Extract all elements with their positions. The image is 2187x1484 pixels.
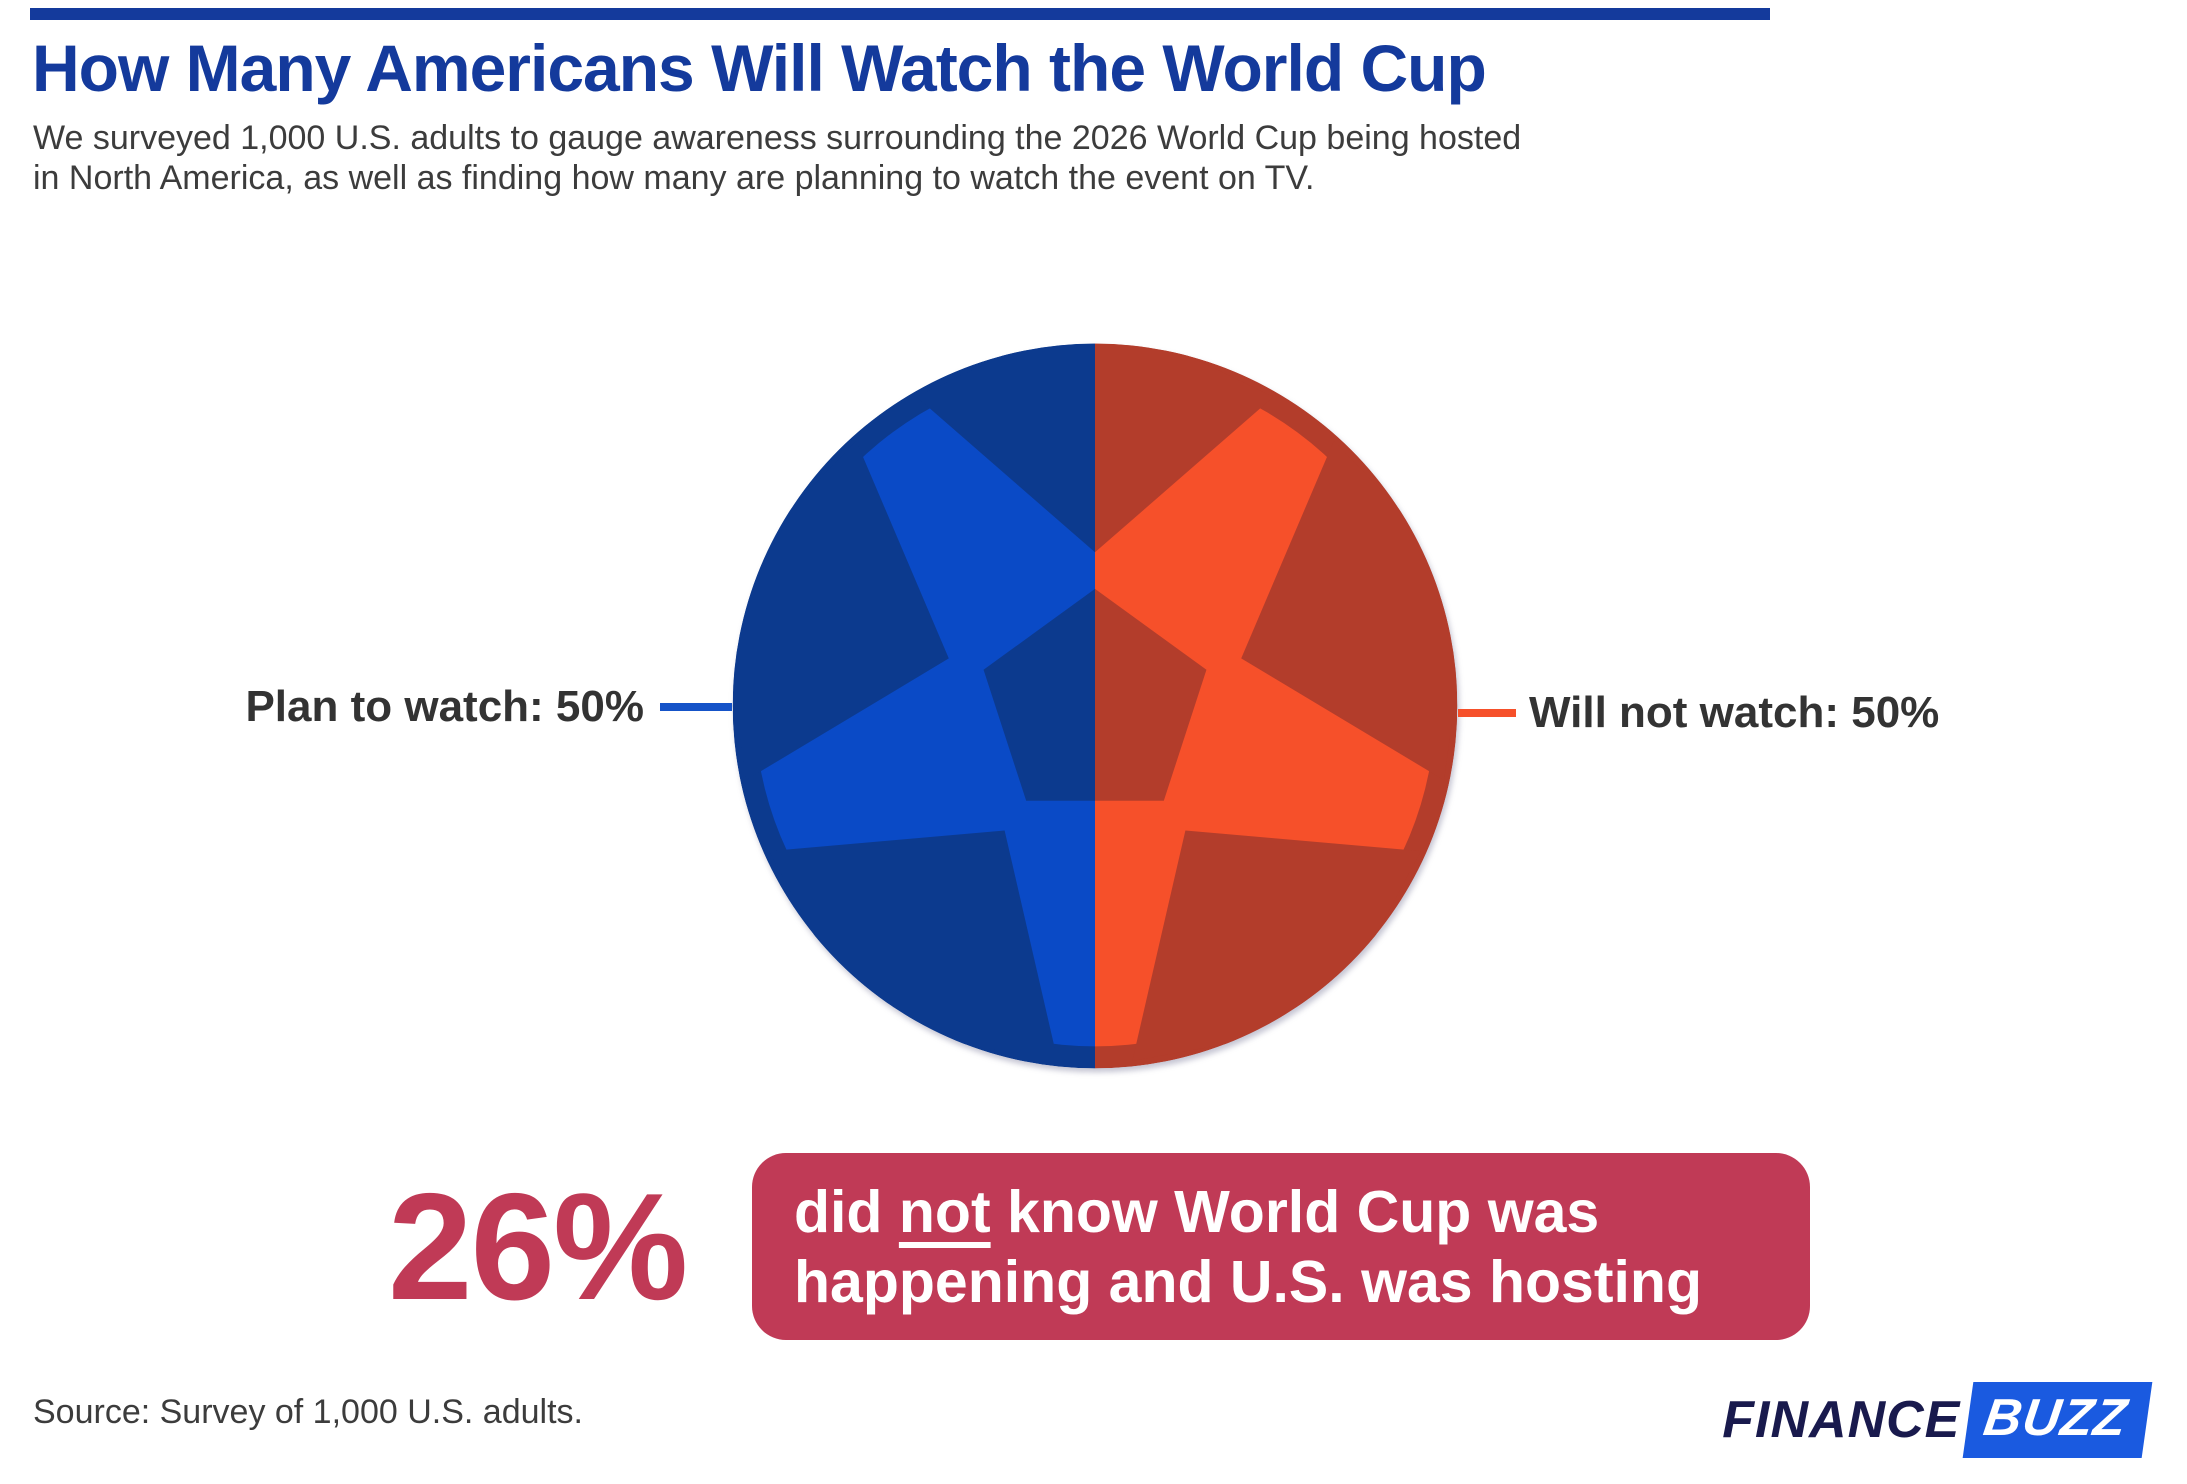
page-title: How Many Americans Will Watch the World … <box>32 31 1487 105</box>
soccer-ball-icon <box>732 343 1458 1069</box>
logo-buzz-badge: BUZZ <box>1963 1382 2153 1458</box>
logo-buzz-text: BUZZ <box>1980 1389 2132 1447</box>
callout-box: did not know World Cup was happening and… <box>752 1153 1810 1340</box>
soccer-ball-chart <box>729 340 1461 1072</box>
source-note: Source: Survey of 1,000 U.S. adults. <box>33 1393 583 1431</box>
pie-slice-will-not-watch <box>1095 343 1458 1069</box>
page-subtitle: We surveyed 1,000 U.S. adults to gauge a… <box>33 118 1521 198</box>
callout-line1-pre: did <box>794 1178 899 1245</box>
callout-line1-post: know World Cup was <box>990 1178 1600 1245</box>
label-plan-to-watch: Plan to watch: 50% <box>245 682 644 731</box>
callout-line-2: happening and U.S. was hosting <box>794 1248 1702 1315</box>
callout-line-1: did not know World Cup was <box>794 1177 1810 1247</box>
top-accent-bar <box>30 8 1770 20</box>
subtitle-line-1: We surveyed 1,000 U.S. adults to gauge a… <box>33 119 1522 157</box>
financebuzz-logo: FINANCE BUZZ <box>1722 1382 2153 1458</box>
right-callout-line <box>1458 709 1516 717</box>
callout-stat-value: 26% <box>388 1162 688 1332</box>
callout-line1-underlined-word: not <box>898 1178 991 1245</box>
left-callout-line <box>660 703 732 711</box>
subtitle-line-2: in North America, as well as finding how… <box>33 159 1315 197</box>
label-will-not-watch: Will not watch: 50% <box>1529 688 1940 737</box>
logo-finance-text: FINANCE <box>1722 1391 1961 1449</box>
